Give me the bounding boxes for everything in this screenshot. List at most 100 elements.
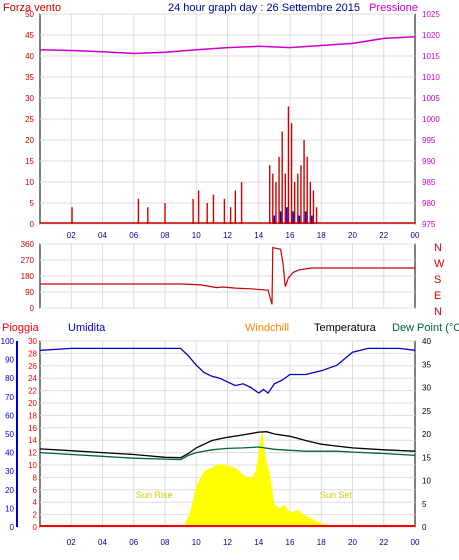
- x-tick-label: 12: [223, 538, 232, 547]
- legend-rain: Pioggia: [2, 322, 40, 334]
- dewpoint-line: [39, 446, 416, 461]
- rain-tick-label: 30: [28, 337, 37, 346]
- wind-tick-label: 35: [25, 73, 34, 82]
- rain-tick-label: 6: [33, 486, 38, 495]
- rain-tick-label: 0: [33, 523, 38, 532]
- pressure-tick-label: 1015: [422, 52, 440, 61]
- humidity-tick-label: 100: [1, 337, 15, 346]
- rain-tick-label: 4: [33, 498, 38, 507]
- direction-tick-label: 180: [21, 272, 35, 281]
- x-tick-label: 22: [379, 538, 388, 547]
- x-tick-label: 00: [411, 231, 420, 240]
- pressure-tick-label: 985: [422, 178, 436, 187]
- pressure-tick-label: 1005: [422, 94, 440, 103]
- direction-tick-label: 90: [25, 288, 34, 297]
- pressure-tick-label: 1020: [422, 31, 440, 40]
- pressure-label: Pressione: [369, 2, 418, 14]
- wind-tick-label: 10: [25, 178, 34, 187]
- temperature-tick-label: 10: [422, 477, 431, 486]
- humidity-tick-label: 10: [5, 504, 14, 513]
- wind-tick-label: 5: [30, 199, 35, 208]
- wind-tick-label: 20: [25, 136, 34, 145]
- x-tick-label: 00: [411, 538, 420, 547]
- compass-label: E: [434, 290, 441, 302]
- x-tick-label: 06: [129, 538, 138, 547]
- x-tick-label: 20: [348, 231, 357, 240]
- humidity-tick-label: 40: [5, 449, 14, 458]
- humidity-axis: 0 10 20 30 40 50 60 70 80 90 100: [1, 337, 15, 532]
- temperature-tick-label: 20: [422, 430, 431, 439]
- panel-2-left-axis: 0 90 180 270 360: [21, 240, 35, 313]
- pressure-tick-label: 1025: [422, 10, 440, 19]
- pressure-tick-label: 995: [422, 136, 436, 145]
- panel-1-grid: [40, 13, 415, 225]
- temperature-tick-label: 30: [422, 384, 431, 393]
- rain-tick-label: 10: [28, 461, 37, 470]
- pressure-tick-label: 1010: [422, 73, 440, 82]
- humidity-tick-label: 70: [5, 393, 14, 402]
- rain-tick-label: 12: [28, 449, 37, 458]
- x-tick-label: 16: [286, 538, 295, 547]
- x-tick-label: 14: [254, 231, 263, 240]
- pressure-line: [39, 35, 416, 55]
- wind-direction-line: [40, 246, 415, 305]
- legend-temperature: Temperatura: [314, 322, 377, 334]
- rain-tick-label: 22: [28, 387, 37, 396]
- rain-tick-label: 24: [28, 374, 37, 383]
- rain-tick-label: 20: [28, 399, 37, 408]
- solar-area: [185, 428, 337, 527]
- x-tick-label: 22: [379, 231, 388, 240]
- wind-label: Forza vento: [3, 2, 61, 14]
- pressure-tick-label: 975: [422, 220, 436, 229]
- pressure-tick-label: 980: [422, 199, 436, 208]
- temperature-line: [39, 431, 416, 459]
- temperature-tick-label: 25: [422, 407, 431, 416]
- direction-tick-label: 0: [30, 304, 35, 313]
- pressure-tick-label: 990: [422, 157, 436, 166]
- rain-tick-label: 18: [28, 411, 37, 420]
- compass-label: N: [434, 242, 442, 254]
- compass-label: W: [434, 258, 445, 270]
- wind-tick-label: 40: [25, 52, 34, 61]
- temperature-tick-label: 0: [422, 523, 427, 532]
- humidity-tick-label: 30: [5, 467, 14, 476]
- rain-tick-label: 2: [33, 511, 38, 520]
- humidity-tick-label: 90: [5, 356, 14, 365]
- humidity-tick-label: 50: [5, 430, 14, 439]
- rain-tick-label: 28: [28, 349, 37, 358]
- legend-dewpoint: Dew Point (°C: [392, 322, 459, 334]
- rain-tick-label: 16: [28, 424, 37, 433]
- sunset-label: Sun Set: [320, 490, 353, 500]
- pressure-tick-label: 1000: [422, 115, 440, 124]
- x-tick-label: 02: [67, 538, 76, 547]
- humidity-tick-label: 80: [5, 374, 14, 383]
- x-tick-label: 08: [161, 231, 170, 240]
- wind-tick-label: 15: [25, 157, 34, 166]
- panel-1-left-axis: 0 5 10 15 20 25 30 35 40 45 50: [25, 10, 34, 229]
- x-tick-label: 02: [67, 231, 76, 240]
- x-tick-label: 14: [254, 538, 263, 547]
- humidity-tick-label: 0: [10, 523, 15, 532]
- direction-tick-label: 270: [21, 256, 35, 265]
- x-tick-label: 04: [98, 538, 107, 547]
- direction-tick-label: 360: [21, 240, 35, 249]
- wind-tick-label: 25: [25, 115, 34, 124]
- temperature-tick-label: 40: [422, 337, 431, 346]
- humidity-line: [39, 347, 416, 395]
- panel-2-grid: [40, 243, 415, 309]
- temperature-tick-label: 15: [422, 453, 431, 462]
- wind-tick-label: 45: [25, 31, 34, 40]
- humidity-tick-label: 60: [5, 411, 14, 420]
- page-title: 24 hour graph day : 26 Settembre 2015: [168, 2, 360, 14]
- x-tick-label: 18: [317, 231, 326, 240]
- humidity-tick-label: 20: [5, 486, 14, 495]
- x-tick-label: 18: [317, 538, 326, 547]
- wind-tick-label: 30: [25, 94, 34, 103]
- compass-label: S: [434, 274, 441, 286]
- temperature-tick-label: 35: [422, 360, 431, 369]
- panel-3-x-axis: 02 04 06 08 10 12 14 16 18 20 22 00: [67, 538, 420, 547]
- panel-1-right-axis: 975 980 985 990 995 1000 1005 1010 1015 1020 1025: [422, 10, 440, 229]
